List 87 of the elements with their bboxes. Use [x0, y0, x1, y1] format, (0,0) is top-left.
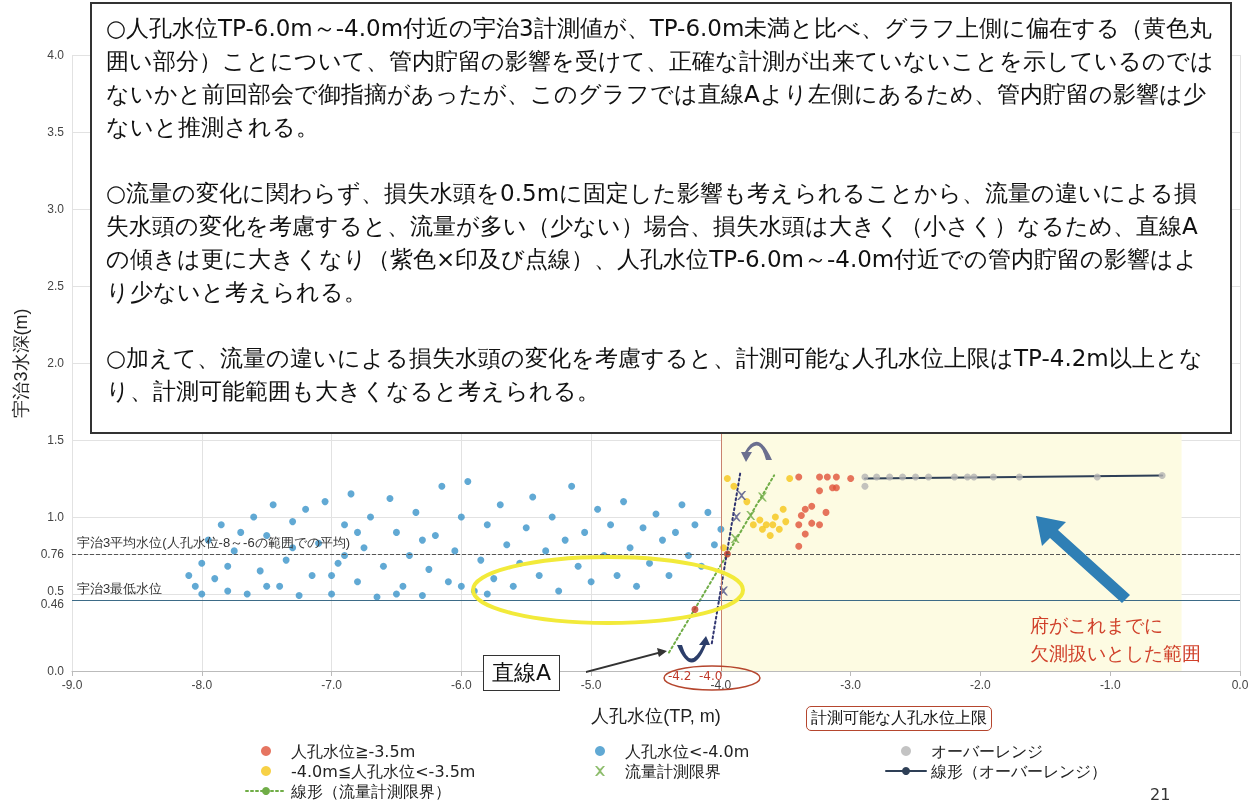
legend-label: -4.0m≦人孔水位<-3.5m — [291, 761, 476, 781]
ref-line-label: 宇治3平均水位(人孔水位-8～-6の範囲での平均) — [77, 534, 351, 550]
x-tick-label: -9.0 — [61, 678, 83, 692]
x-tick-label: 0.0 — [1231, 678, 1249, 692]
point — [795, 521, 803, 529]
point — [823, 473, 831, 481]
ref-line-label: 宇治3最低水位 — [77, 581, 163, 597]
point — [771, 513, 779, 521]
point — [795, 542, 803, 550]
y-axis-title: 宇治3水深(m) — [10, 308, 31, 418]
point — [801, 530, 809, 538]
point — [797, 511, 805, 519]
y-tick-label: 1.5 — [47, 433, 65, 447]
point — [779, 505, 787, 513]
legend-label: オーバーレンジ — [931, 741, 1043, 761]
x-tick-label: -8.0 — [191, 678, 213, 692]
point — [758, 525, 766, 533]
legend-label: 流量計測限界 — [625, 761, 721, 781]
point — [886, 473, 894, 481]
annotation: ○人孔水位TP-6.0m～-4.0m付近の宇治3計測値が、TP-6.0m未満と比べ、グラフ上側に偏在する（黄色丸囲い部分）ことについて、管内貯留の影響を受けて、正確な計測が出来ていないことを示しているのではないかと前回部会で御指摘があったが、このグラフでは直線Aより左側にあるため、管内貯留の影響は少ないと推測される。 — [106, 14, 1215, 142]
text: 21 — [1150, 785, 1171, 804]
point — [756, 516, 764, 524]
point — [769, 521, 777, 529]
annotation: 欠測扱いとした範囲 — [1030, 641, 1201, 666]
text: 計測可能な人孔水位上限 — [806, 706, 992, 731]
point — [816, 487, 824, 495]
point — [951, 473, 958, 481]
point — [775, 525, 783, 533]
point — [1015, 473, 1023, 481]
y-tick-label: 2.5 — [47, 279, 65, 293]
y-tick-label: 0.76 — [40, 546, 65, 561]
point — [816, 473, 824, 481]
point — [808, 519, 816, 527]
x-axis-title: 人孔水位(TP, m) — [591, 706, 721, 726]
point — [847, 475, 855, 482]
x-tick-label: -5.0 — [580, 678, 602, 692]
point — [899, 473, 907, 481]
x-tick-label: -1.0 — [1099, 678, 1121, 692]
point — [757, 492, 767, 502]
point — [731, 512, 741, 522]
point — [925, 473, 933, 481]
annotation: ○流量の変化に関わらず、損失水頭を0.5mに固定した影響も考えられることから、流量の違いによる損失水頭の変化を考慮すると、流量が多い（少ない）場合、損失水頭は大きく（小さく）なるため、直線Aの傾きは更に大きくなり（紫色×印及び点線）、人孔水位TP-6.0m～-4.0m付近での管内貯留の影響はより少ないと考えられる。 — [106, 179, 1200, 307]
x-tick-label: -2.0 — [970, 678, 992, 692]
legend-label: 人孔水位<-4.0m — [625, 741, 750, 761]
point — [808, 502, 816, 510]
y-tick-label: 1.0 — [47, 510, 65, 524]
x-tick-label: -7.0 — [321, 678, 343, 692]
point — [749, 521, 757, 529]
point — [746, 510, 756, 520]
point — [912, 473, 920, 481]
point — [1093, 473, 1101, 481]
x-tick-label: -3.0 — [840, 678, 862, 692]
point — [832, 473, 840, 481]
y-tick-label: 4.0 — [47, 48, 65, 62]
legend-label: 線形（オーバーレンジ） — [930, 761, 1107, 781]
point — [989, 473, 997, 481]
point — [873, 473, 881, 481]
point — [861, 482, 869, 490]
annotation: ○加えて、流量の違いによる損失水頭の変化を考慮すると、計測可能な人孔水位上限はTP-4.2m以上となり、計測可能範囲も大きくなると考えられる。 — [106, 344, 1204, 406]
y-tick-label: 2.0 — [47, 356, 65, 370]
point — [822, 508, 830, 516]
y-tick-label: 0.46 — [40, 596, 65, 611]
point — [795, 473, 803, 481]
point — [762, 521, 770, 529]
point — [832, 484, 840, 492]
y-tick-label: 0.0 — [47, 664, 65, 678]
point — [723, 475, 731, 482]
point — [801, 505, 809, 513]
point — [730, 534, 740, 544]
point — [963, 473, 971, 481]
point — [786, 475, 794, 482]
point — [730, 482, 738, 490]
point — [782, 518, 790, 526]
legend-label: 線形（流量計測限界） — [290, 781, 451, 801]
annotation: 直線A — [483, 655, 561, 691]
annotation: 府がこれまでに — [1030, 613, 1163, 638]
point — [743, 498, 751, 506]
legend-label: 人孔水位≧-3.5m — [291, 741, 416, 761]
point — [766, 531, 774, 539]
point — [691, 605, 699, 613]
y-tick-label: 3.5 — [47, 125, 65, 139]
point — [816, 521, 824, 529]
point — [1158, 471, 1166, 479]
point — [737, 490, 747, 500]
y-tick-label: 0.5 — [47, 583, 65, 598]
y-tick-label: 3.0 — [47, 202, 65, 216]
x-tick-label: -6.0 — [450, 678, 472, 692]
